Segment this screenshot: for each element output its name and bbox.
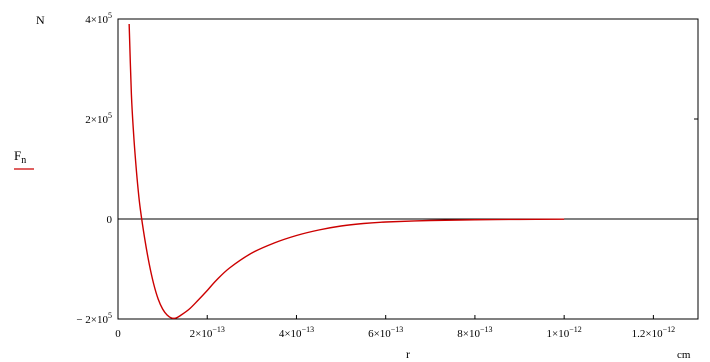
y-axis-label: Fn (14, 148, 26, 166)
x-tick-mant-3: 6×10 (368, 328, 391, 340)
x-unit-label: cm (677, 349, 691, 361)
y-axis-label-main: F (14, 148, 21, 163)
y-tick-exp-1: 5 (108, 111, 112, 120)
x-tick-exp-1: −13 (212, 325, 225, 334)
x-tick-mant-4: 8×10 (457, 328, 480, 340)
x-tick-exp-6: −12 (663, 325, 676, 334)
x-tick-label-6: 1.2×10−12 (632, 325, 675, 340)
series-line-fn (128, 23, 565, 320)
x-tick-label-4: 8×10−13 (457, 325, 492, 340)
y-tick-mant-2: 0 (107, 214, 113, 226)
y-tick-mant-3: − 2×10 (76, 314, 108, 326)
x-tick-mant-0: 0 (115, 328, 121, 340)
ticks (206, 18, 698, 320)
y-tick-exp-0: 5 (108, 11, 112, 20)
y-unit-label: N (36, 13, 45, 27)
x-tick-exp-3: −13 (391, 325, 404, 334)
x-tick-label-5: 1×10−12 (547, 325, 582, 340)
y-tick-mant-1: 2×10 (85, 114, 108, 126)
x-tick-exp-2: −13 (302, 325, 315, 334)
plot-frame (117, 18, 699, 320)
x-axis-label: r (406, 347, 410, 361)
y-tick-label-1: 2×105 (85, 111, 112, 126)
x-tick-mant-2: 4×10 (279, 328, 302, 340)
y-tick-exp-3: 5 (108, 311, 112, 320)
y-tick-label-3: − 2×105 (76, 311, 112, 326)
y-axis-label-sub: n (21, 155, 26, 166)
x-tick-exp-5: −12 (569, 325, 582, 334)
tick-labels: 0 2×10−13 4×10−13 6×10−13 8×10−13 1×10−12 1.2×… (76, 11, 675, 340)
x-tick-mant-6: 1.2×10 (632, 328, 663, 340)
x-tick-mant-5: 1×10 (547, 328, 570, 340)
x-tick-label-2: 4×10−13 (279, 325, 314, 340)
x-tick-label-1: 2×10−13 (190, 325, 225, 340)
x-tick-label-0: 0 (115, 328, 121, 340)
y-tick-label-2: 0 (107, 214, 113, 226)
x-tick-label-3: 6×10−13 (368, 325, 403, 340)
y-tick-label-0: 4×105 (85, 11, 112, 26)
x-tick-mant-1: 2×10 (190, 328, 213, 340)
y-tick-mant-0: 4×10 (85, 14, 108, 26)
x-tick-exp-4: −13 (480, 325, 493, 334)
